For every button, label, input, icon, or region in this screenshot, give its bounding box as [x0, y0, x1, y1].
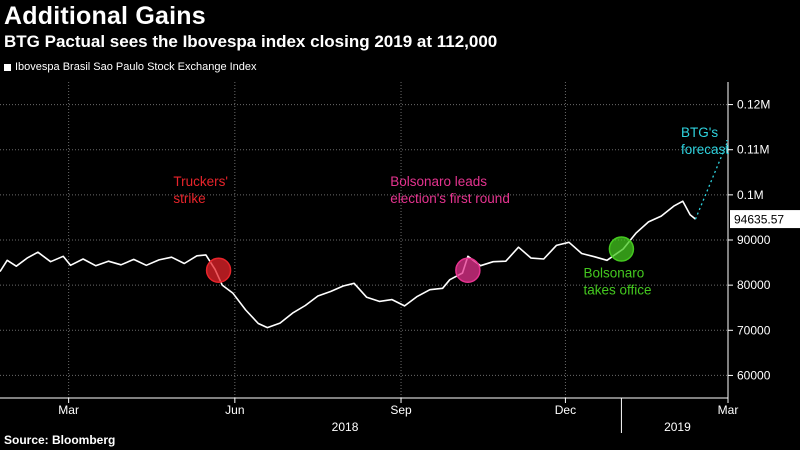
legend-swatch: [4, 63, 11, 71]
annotation-label: Bolsonaro leads: [390, 174, 487, 189]
legend-label: Ibovespa Brasil Sao Paulo Stock Exchange…: [15, 61, 257, 73]
x-tick-label: Mar: [58, 403, 79, 417]
x-tick-label: Sep: [390, 403, 412, 417]
chart-subtitle: BTG Pactual sees the Ibovespa index clos…: [4, 32, 498, 51]
year-label: 2019: [664, 420, 691, 434]
year-label: 2018: [332, 420, 359, 434]
x-tick-label: Dec: [555, 403, 576, 417]
annotation-label: strike: [173, 191, 205, 206]
y-tick-label: 0.12M: [737, 98, 770, 112]
last-value-box: [730, 210, 800, 229]
ibovespa-series-line: [0, 200, 697, 329]
y-tick-label: 80000: [737, 278, 771, 292]
source-note: Source: Bloomberg: [4, 433, 116, 447]
annotation-label: election's first round: [390, 191, 510, 206]
chart-legend: Ibovespa Brasil Sao Paulo Stock Exchange…: [4, 61, 257, 73]
y-tick-label: 90000: [737, 233, 771, 247]
forecast-line: [694, 140, 729, 220]
annotation-marker: [205, 257, 232, 283]
annotation-label: Truckers': [173, 174, 228, 189]
x-tick-label: Mar: [718, 403, 739, 417]
y-tick-label: 60000: [737, 368, 771, 382]
last-value-label: 94635.57: [734, 213, 784, 227]
annotation-marker: [455, 257, 481, 283]
x-tick-label: Jun: [225, 403, 244, 417]
annotation-label: forecast: [681, 142, 729, 157]
annotation-label: Bolsonaro: [583, 265, 644, 280]
y-tick-label: 0.1M: [737, 188, 764, 202]
annotation-marker: [608, 236, 635, 262]
annotation-label: BTG's: [681, 125, 718, 140]
y-tick-label: 70000: [737, 323, 771, 337]
annotation-label: takes office: [583, 282, 651, 297]
y-tick-label: 0.11M: [737, 143, 769, 157]
chart-title: Additional Gains: [4, 2, 206, 30]
